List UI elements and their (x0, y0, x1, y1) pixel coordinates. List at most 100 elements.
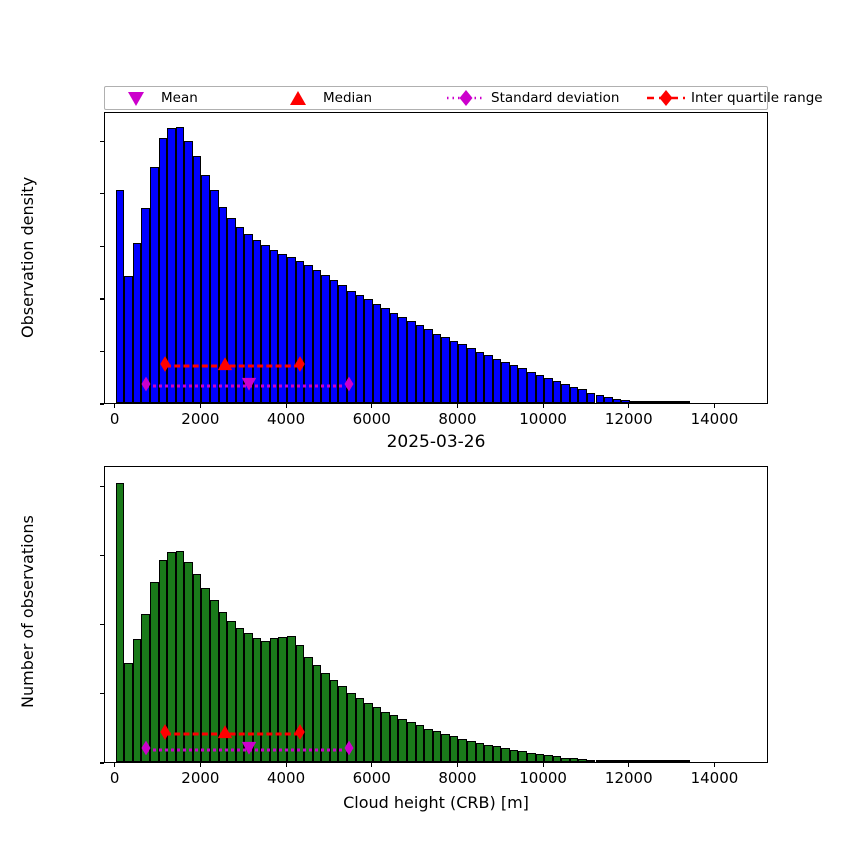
histogram-bar (278, 253, 288, 403)
histogram-bar (235, 627, 245, 762)
histogram-bar (586, 759, 596, 762)
histogram-bar (484, 354, 493, 403)
y-tick (100, 298, 104, 300)
histogram-bar (261, 641, 270, 762)
histogram-bar (209, 599, 219, 762)
histogram-bar (364, 702, 373, 762)
histogram-bar (595, 394, 605, 403)
histogram-bar (492, 358, 502, 403)
histogram-bar (261, 245, 270, 403)
x-tick (456, 404, 458, 408)
x-tick (713, 763, 715, 767)
histogram-bar (407, 321, 416, 403)
histogram-bar (449, 341, 459, 403)
histogram-bar (209, 189, 219, 403)
histogram-bar (466, 348, 476, 403)
histogram-bar (629, 401, 639, 403)
histogram-bar (646, 760, 656, 762)
x-tick-label: 14000 (690, 410, 739, 428)
x-tick-label: 12000 (604, 769, 653, 787)
histogram-bar (415, 325, 425, 403)
count-ylabel: Number of observations (18, 514, 37, 708)
histogram-bar (201, 588, 210, 762)
histogram-bar (407, 722, 416, 762)
x-tick-label: 10000 (519, 410, 567, 428)
legend-entry: Inter quartile range (645, 87, 823, 109)
histogram-bar (544, 377, 553, 403)
histogram-bar (312, 665, 322, 762)
histogram-bar (398, 316, 407, 403)
histogram-bar (535, 374, 545, 403)
x-tick (628, 404, 630, 408)
histogram-bar (158, 138, 168, 403)
histogram-bar (526, 371, 536, 403)
y-tick (100, 403, 104, 405)
histogram-bar (201, 175, 210, 403)
histogram-bar (295, 644, 305, 762)
histogram-bar (578, 389, 587, 403)
histogram-bar (287, 257, 296, 403)
histogram-bar (115, 189, 125, 403)
legend-label: Mean (161, 90, 198, 106)
histogram-bar (244, 233, 253, 403)
x-tick (542, 404, 544, 408)
y-tick (100, 624, 104, 626)
histogram-bar (466, 740, 476, 762)
histogram-bar (672, 760, 682, 762)
histogram-bar (372, 304, 382, 403)
histogram-bar (175, 126, 185, 403)
histogram-bar (629, 760, 639, 762)
histogram-bar (167, 127, 176, 403)
diamond-marker (645, 88, 687, 108)
legend-label: Median (323, 90, 373, 106)
histogram-bar (235, 226, 245, 403)
histogram-bar (646, 401, 656, 403)
histogram-bar (338, 285, 348, 403)
histogram-bar (552, 756, 562, 762)
histogram-bar (218, 612, 228, 762)
histogram-bar (355, 698, 365, 762)
x-tick-label: 14000 (690, 769, 739, 787)
histogram-bar (432, 731, 442, 762)
x-tick (628, 763, 630, 767)
density-panel-title: 2025-03-26 (386, 432, 486, 452)
histogram-bar (552, 380, 562, 403)
histogram-bar (184, 141, 193, 403)
histogram-bar (295, 261, 305, 403)
x-tick (285, 763, 287, 767)
x-tick-label: 6000 (352, 769, 391, 787)
histogram-bar (347, 290, 356, 403)
histogram-bar (424, 728, 433, 762)
histogram-bar (304, 265, 313, 403)
x-tick (713, 404, 715, 408)
y-tick (100, 140, 104, 142)
x-tick-label: 10000 (519, 769, 567, 787)
histogram-bar (141, 613, 150, 762)
x-tick-label: 8000 (438, 769, 477, 787)
histogram-bar (509, 749, 519, 762)
legend-entry: Standard deviation (445, 87, 619, 109)
histogram-bar (458, 344, 467, 403)
histogram-bar (192, 156, 202, 403)
histogram-bar (269, 638, 279, 762)
x-tick-label: 2000 (181, 769, 220, 787)
histogram-bar (124, 662, 133, 762)
histogram-bar (492, 746, 502, 762)
legend-box: Mean Median Standard deviation Inter quarti… (104, 86, 823, 110)
histogram-bar (141, 207, 150, 403)
histogram-bar (535, 754, 545, 762)
histogram-bar (475, 351, 485, 403)
x-tick (542, 763, 544, 767)
histogram-bar (681, 401, 690, 403)
x-tick-label: 2000 (181, 410, 220, 428)
count-axes (104, 466, 768, 763)
x-tick (199, 763, 201, 767)
histogram-bar (252, 638, 262, 762)
histogram-bar (526, 752, 536, 762)
y-tick (100, 350, 104, 353)
histogram-bar (458, 738, 467, 762)
histogram-bar (595, 760, 605, 762)
histogram-bar (664, 760, 673, 762)
histogram-bar (604, 396, 613, 403)
